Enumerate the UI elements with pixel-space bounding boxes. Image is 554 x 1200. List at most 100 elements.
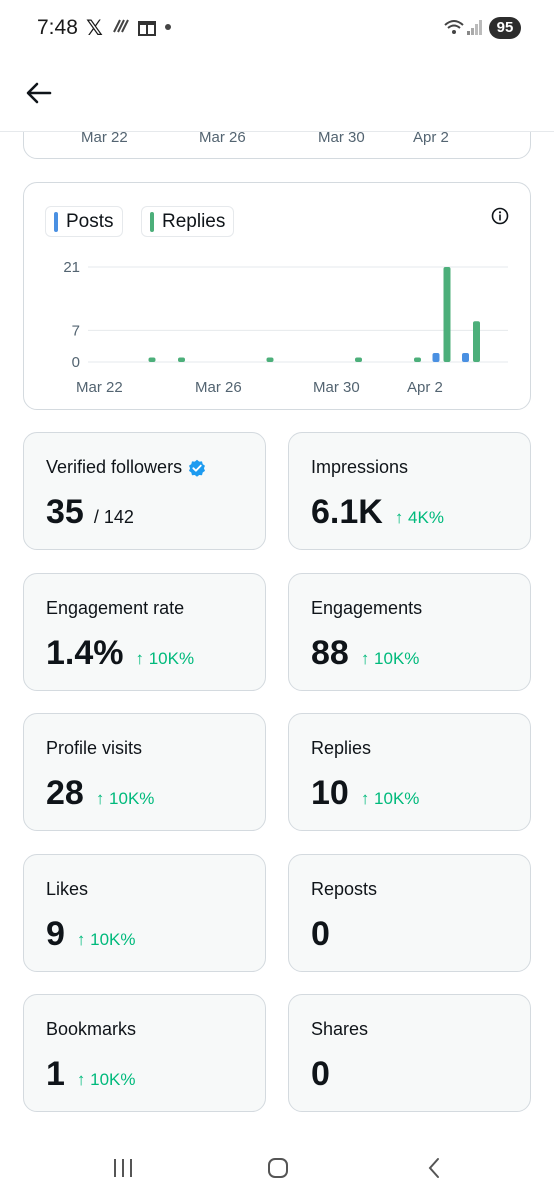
arrow-left-icon [26,82,52,104]
metric-value: 0 [311,1055,330,1093]
wifi-icon [444,20,464,34]
status-time: 7:48 [37,16,78,39]
metric-value-row: 6.1K ↑ 4K% [311,493,444,532]
status-bar: 7:48 𝕏 95 [0,0,554,58]
metric-card[interactable]: Engagements 88 ↑ 10K% [288,573,531,691]
metric-card[interactable]: Replies 10 ↑ 10K% [288,713,531,831]
metric-card[interactable]: Profile visits 28 ↑ 10K% [23,713,266,831]
signal-strength-icon [113,19,129,33]
chevron-left-icon [428,1158,439,1178]
metric-label-text: Replies [311,738,372,758]
metric-card[interactable]: Engagement rate 1.4% ↑ 10K% [23,573,266,691]
legend-posts-label: Posts [66,210,114,232]
info-icon[interactable] [491,207,509,225]
legend-replies-label: Replies [162,210,226,232]
metric-value: 1 [46,1055,65,1093]
metric-label-text: Impressions [311,457,409,477]
metric-change: ↑ 10K% [360,649,420,668]
metric-value-row: 88 ↑ 10K% [311,634,419,673]
bar-replies[interactable] [178,357,185,362]
verified-badge-icon [189,459,206,477]
x-axis-label: Mar 30 [318,129,365,146]
metric-value: 9 [46,915,65,953]
legend-replies[interactable]: Replies [141,206,235,237]
y-tick-label: 21 [63,259,80,276]
bar-replies[interactable] [148,357,156,362]
metric-value-row: 1.4% ↑ 10K% [46,634,194,673]
metric-label: Impressions [311,457,408,478]
metric-label: Likes [46,879,88,900]
metric-label: Engagements [311,598,422,619]
metric-value-row: 10 ↑ 10K% [311,774,419,813]
back-button[interactable] [20,74,58,112]
metric-card[interactable]: Likes 9 ↑ 10K% [23,854,266,972]
metric-label: Engagement rate [46,598,184,619]
metric-change: ↑ 10K% [360,789,420,808]
x-app-icon: 𝕏 [86,17,103,40]
metric-value: 1.4% [46,634,124,672]
metric-value: 6.1K [311,493,383,531]
bar-replies[interactable] [473,321,480,362]
activity-chart: 0 7 21 Mar 22 Mar 26 Mar 30 Apr 2 [63,259,508,396]
metric-value: 0 [311,915,330,953]
notification-dot [165,24,171,30]
recent-apps-icon [114,1159,132,1177]
metric-value: 28 [46,774,84,812]
metric-change: ↑ 4K% [394,508,444,527]
x-axis-label: Mar 26 [199,129,246,146]
metric-value-row: 28 ↑ 10K% [46,774,154,813]
metric-label: Profile visits [46,738,142,759]
metric-label: Shares [311,1019,368,1040]
metric-label-text: Likes [46,879,89,899]
gift-icon [138,21,156,36]
bar-posts[interactable] [462,352,469,362]
bar-replies[interactable] [443,267,451,362]
metric-label-text: Engagement rate [46,598,185,618]
metric-value: 10 [311,774,349,812]
metric-card[interactable]: Shares 0 [288,994,531,1112]
metric-change: ↑ 10K% [76,930,136,949]
metric-label: Replies [311,738,371,759]
y-tick-label: 0 [72,354,80,371]
bar-replies[interactable] [266,357,274,362]
x-tick-label: Mar 22 [76,379,123,396]
x-tick-label: Mar 26 [195,379,242,396]
legend-posts[interactable]: Posts [45,206,123,237]
system-back-button[interactable] [416,1150,452,1186]
metric-card[interactable]: Impressions 6.1K ↑ 4K% [288,432,531,550]
metric-value: 88 [311,634,349,672]
metric-card[interactable]: Verified followers 35 / 142 [23,432,266,550]
home-icon [268,1158,288,1178]
x-axis-label: Apr 2 [413,129,449,146]
replies-swatch [150,211,154,232]
metric-value-row: 0 [311,915,330,954]
metric-label: Verified followers [46,457,206,478]
bar-replies[interactable] [355,357,362,362]
metric-label-text: Shares [311,1019,369,1039]
metric-label-text: Reposts [311,879,378,899]
x-axis-label: Mar 22 [81,129,128,146]
metric-label-text: Engagements [311,598,423,618]
metric-card[interactable]: Bookmarks 1 ↑ 10K% [23,994,266,1112]
metric-value-row: 9 ↑ 10K% [46,915,136,954]
metric-change: ↑ 10K% [76,1070,136,1089]
header [0,58,554,132]
recent-apps-button[interactable] [105,1150,141,1186]
metric-label-text: Profile visits [46,738,143,758]
metric-value-row: 35 / 142 [46,493,134,532]
x-tick-label: Apr 2 [407,379,443,396]
cellular-icon [467,20,482,35]
metric-card[interactable]: Reposts 0 [288,854,531,972]
system-navigation-bar [0,1136,554,1200]
metric-value-row: 1 ↑ 10K% [46,1055,136,1094]
metric-change: ↑ 10K% [135,649,195,668]
battery-indicator: 95 [489,17,521,39]
metric-label-text: Verified followers [46,457,183,477]
metric-total: / 142 [93,507,134,527]
activity-chart-card: Posts Replies 0 7 21 Mar 22 Mar 26 Mar 30 Apr … [23,182,531,410]
bar-posts[interactable] [432,352,440,362]
metric-label: Bookmarks [46,1019,136,1040]
bar-replies[interactable] [414,357,421,362]
metric-value-row: 0 [311,1055,330,1094]
home-button[interactable] [260,1150,296,1186]
